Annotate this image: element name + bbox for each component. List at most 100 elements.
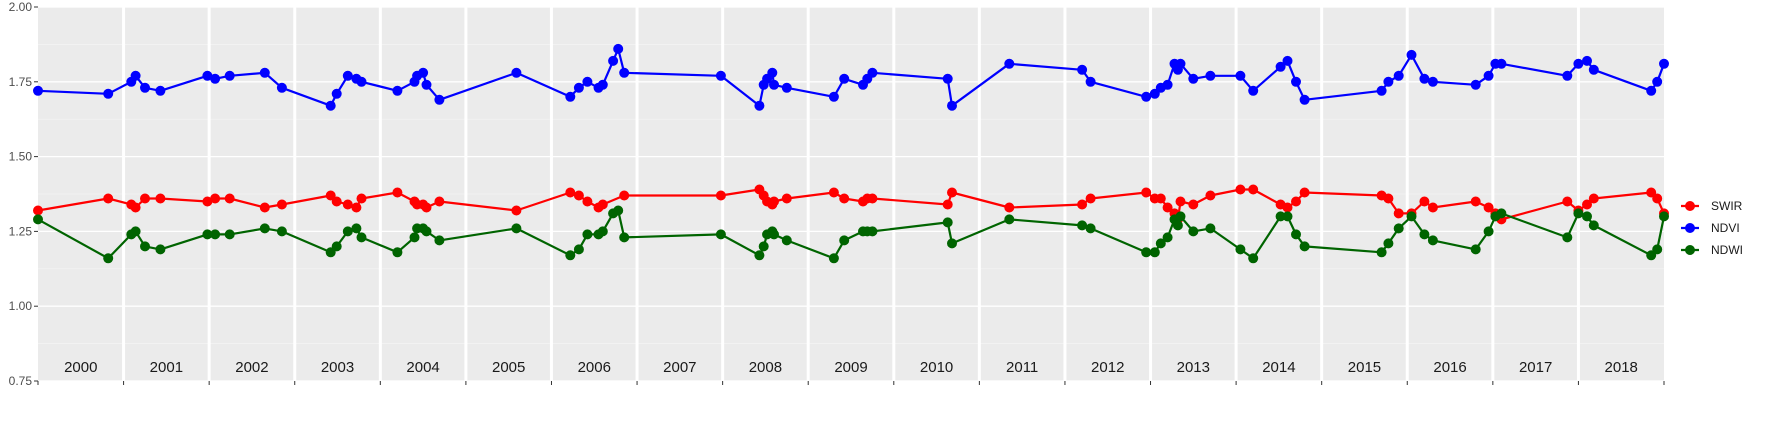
data-point-ndwi	[434, 235, 445, 246]
data-point-ndvi	[1659, 58, 1669, 69]
data-point-ndvi	[511, 67, 522, 78]
data-point-ndwi	[1004, 214, 1015, 225]
data-point-ndvi	[1588, 64, 1599, 75]
data-point-ndvi	[259, 67, 270, 78]
data-point-ndvi	[1562, 70, 1573, 81]
data-point-swir	[597, 199, 608, 210]
data-point-ndwi	[1573, 208, 1584, 219]
data-point-ndvi	[1376, 85, 1387, 96]
data-point-swir	[1155, 193, 1166, 204]
year-label: 2017	[1519, 359, 1552, 376]
year-label: 2015	[1348, 359, 1381, 376]
data-point-ndwi	[202, 229, 213, 240]
data-point-ndvi	[1483, 70, 1494, 81]
data-point-ndvi	[342, 70, 353, 81]
data-point-swir	[1162, 202, 1173, 213]
data-point-ndvi	[1235, 70, 1246, 81]
data-point-ndvi	[573, 82, 584, 93]
data-point-ndvi	[769, 79, 779, 90]
data-point-ndwi	[1383, 238, 1394, 249]
data-point-ndwi	[1562, 232, 1573, 243]
legend-label-swir: SWIR	[1711, 199, 1743, 213]
data-point-ndwi	[1235, 244, 1246, 255]
data-point-ndwi	[356, 232, 367, 243]
data-point-ndwi	[1483, 226, 1494, 237]
data-point-ndvi	[392, 85, 403, 96]
year-label: 2011	[1006, 359, 1038, 376]
data-point-ndwi	[769, 229, 779, 240]
data-point-ndwi	[1406, 211, 1417, 222]
data-point-ndvi	[434, 94, 445, 105]
data-point-swir	[1419, 196, 1430, 207]
data-point-ndvi	[1393, 70, 1404, 81]
data-point-ndvi	[1188, 73, 1199, 84]
data-point-swir	[1470, 196, 1481, 207]
data-point-ndvi	[1470, 79, 1481, 90]
data-point-ndwi	[1155, 238, 1166, 249]
data-point-ndwi	[276, 226, 287, 237]
data-point-ndvi	[331, 88, 342, 99]
data-point-swir	[942, 199, 953, 210]
data-point-ndvi	[1282, 55, 1293, 66]
data-point-swir	[1188, 199, 1199, 210]
data-point-ndwi	[351, 223, 362, 234]
data-point-ndvi	[942, 73, 953, 84]
data-point-ndvi	[1077, 64, 1088, 75]
data-point-swir	[573, 190, 584, 201]
data-point-swir	[1652, 193, 1663, 204]
data-point-ndvi	[1275, 61, 1286, 72]
data-point-ndvi	[1406, 49, 1417, 60]
data-point-ndwi	[1659, 211, 1669, 222]
legend: SWIR NDVI NDWI	[1681, 199, 1743, 257]
data-point-ndvi	[597, 79, 608, 90]
data-point-ndwi	[421, 226, 432, 237]
data-point-swir	[1205, 190, 1216, 201]
data-point-ndwi	[511, 223, 522, 234]
y-tick-label: 1.00	[9, 299, 33, 313]
data-point-ndwi	[1470, 244, 1481, 255]
data-point-ndvi	[356, 76, 367, 87]
data-point-ndwi	[1291, 229, 1301, 240]
data-point-swir	[1291, 196, 1301, 207]
year-label: 2016	[1433, 359, 1466, 376]
year-label: 2012	[1091, 359, 1124, 376]
data-point-ndvi	[1646, 85, 1657, 96]
data-point-ndwi	[224, 229, 235, 240]
data-point-ndwi	[1588, 220, 1599, 231]
data-point-swir	[511, 205, 522, 216]
year-label: 2010	[920, 359, 953, 376]
data-point-swir	[1004, 202, 1015, 213]
data-point-ndvi	[1299, 94, 1310, 105]
data-point-ndvi	[619, 67, 630, 78]
data-point-swir	[1235, 184, 1246, 195]
data-point-ndwi	[781, 235, 792, 246]
data-point-ndvi	[1162, 79, 1173, 90]
data-point-ndwi	[1077, 220, 1088, 231]
data-point-ndvi	[1291, 76, 1301, 87]
data-point-ndvi	[421, 79, 432, 90]
data-point-ndvi	[130, 70, 141, 81]
data-point-ndvi	[325, 100, 336, 111]
data-point-swir	[224, 193, 235, 204]
data-point-swir	[331, 196, 342, 207]
minor-gridlines	[38, 44, 1664, 344]
data-point-ndwi	[1162, 232, 1173, 243]
data-point-ndvi	[1652, 76, 1663, 87]
data-point-ndwi	[1205, 223, 1216, 234]
data-point-swir	[947, 187, 957, 198]
data-point-ndwi	[33, 214, 43, 225]
data-point-ndvi	[140, 82, 150, 93]
y-tick-label: 0.75	[9, 374, 33, 388]
data-point-swir	[1282, 202, 1293, 213]
data-point-ndvi	[767, 67, 778, 78]
data-point-swir	[356, 193, 367, 204]
data-point-ndvi	[1383, 76, 1394, 87]
data-point-ndwi	[758, 241, 769, 252]
data-point-swir	[33, 205, 43, 216]
legend-label-ndwi: NDWI	[1711, 243, 1743, 257]
y-tick-label: 1.50	[9, 150, 33, 164]
data-point-swir	[351, 202, 362, 213]
data-point-ndwi	[1376, 247, 1387, 258]
year-label: 2013	[1177, 359, 1210, 376]
